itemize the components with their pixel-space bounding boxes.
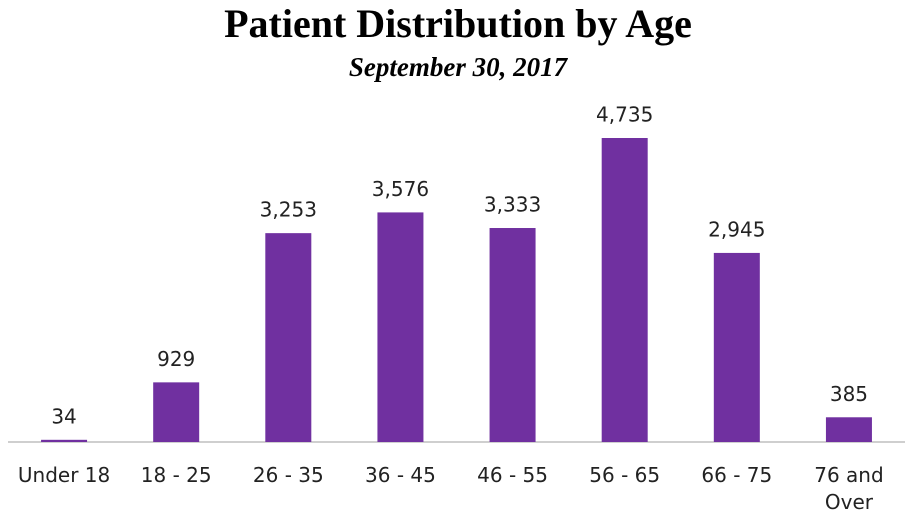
value-label: 385 <box>830 382 868 406</box>
value-label: 3,333 <box>484 193 541 217</box>
bar <box>377 212 424 442</box>
bar <box>489 228 536 442</box>
value-label: 929 <box>157 347 195 371</box>
x-tick-label: 18 - 25 <box>140 463 212 487</box>
value-label: 3,576 <box>372 177 429 201</box>
chart-subtitle: September 30, 2017 <box>349 52 569 82</box>
chart-title: Patient Distribution by Age <box>224 1 692 46</box>
x-tick-label: 46 - 55 <box>477 463 548 487</box>
bar <box>825 417 872 442</box>
x-tick-label: 36 - 45 <box>365 463 436 487</box>
value-label: 4,735 <box>596 103 653 127</box>
bar <box>265 233 312 442</box>
value-label: 2,945 <box>708 217 765 241</box>
bar <box>601 138 648 442</box>
x-tick-label: 76 and Over <box>814 463 884 514</box>
bar <box>41 439 88 442</box>
x-tick-label: 66 - 75 <box>701 463 773 487</box>
value-label: 3,253 <box>260 198 317 222</box>
value-label: 34 <box>51 404 76 428</box>
x-tick-label: 26 - 35 <box>252 463 324 487</box>
x-tick-label: Under 18 <box>17 463 111 487</box>
x-tick-label: 56 - 65 <box>589 463 661 487</box>
bar <box>713 252 760 442</box>
bar <box>153 382 200 442</box>
